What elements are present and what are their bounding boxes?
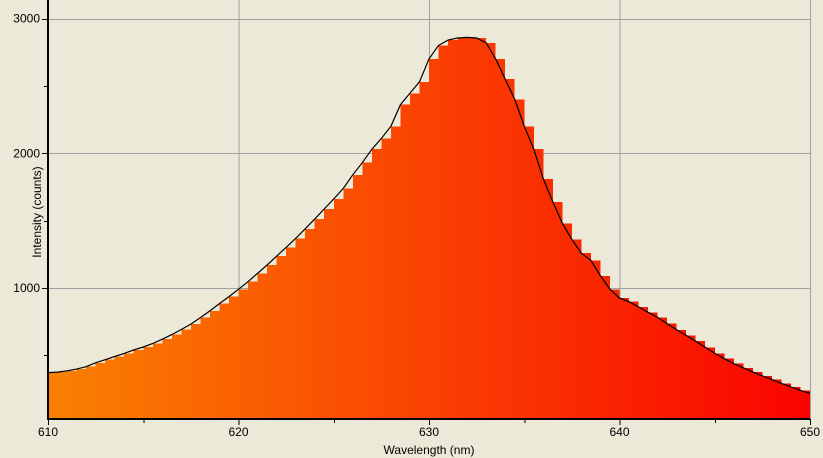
x-axis-title: Wavelength (nm)	[383, 443, 475, 457]
x-tick-label: 650	[800, 425, 820, 439]
spectrum-fill-area	[48, 37, 810, 420]
y-tick-label: 2000	[13, 146, 40, 160]
tick-marks	[42, 19, 811, 425]
x-tick-label: 610	[38, 425, 58, 439]
y-axis-title: Intensity (counts)	[30, 166, 44, 258]
x-tick-label: 620	[228, 425, 248, 439]
x-tick-label: 640	[609, 425, 629, 439]
x-tick-label: 630	[419, 425, 439, 439]
y-tick-label: 3000	[13, 12, 40, 26]
tick-labels: 610 620 630 640 650 1000 2000 3000	[13, 12, 820, 440]
y-tick-label: 1000	[13, 281, 40, 295]
spectrum-curve-line	[47, 36, 811, 394]
axes	[47, 0, 810, 420]
